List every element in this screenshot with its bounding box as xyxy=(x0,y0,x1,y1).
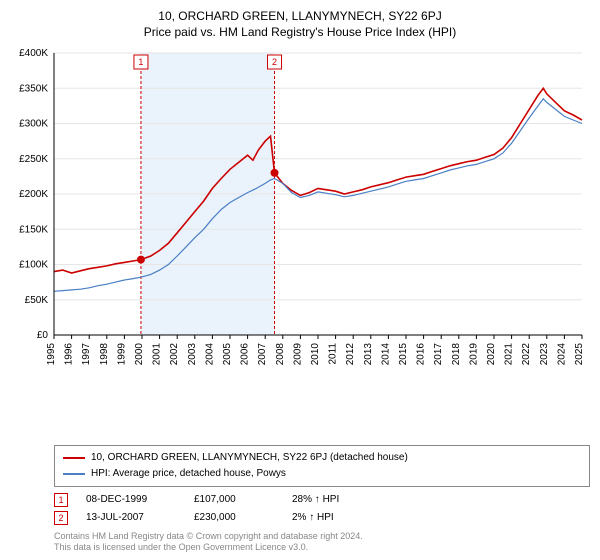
event-date: 13-JUL-2007 xyxy=(86,509,176,527)
event-row: 2 13-JUL-2007 £230,000 2% ↑ HPI xyxy=(54,509,590,527)
event-table: 1 08-DEC-1999 £107,000 28% ↑ HPI 2 13-JUL-200… xyxy=(54,491,590,527)
series-price_paid xyxy=(54,88,582,273)
legend-label: 10, ORCHARD GREEN, LLANYMYNECH, SY22 6PJ… xyxy=(91,450,408,466)
x-tick-label: 2001 xyxy=(152,342,163,365)
x-tick-label: 2025 xyxy=(574,342,585,365)
x-tick-label: 2024 xyxy=(556,342,567,365)
footer-attribution: Contains HM Land Registry data © Crown c… xyxy=(54,531,590,554)
series-hpi xyxy=(54,99,582,291)
x-tick-label: 2003 xyxy=(187,342,198,365)
x-tick-label: 1998 xyxy=(99,342,110,365)
legend-label: HPI: Average price, detached house, Powy… xyxy=(91,466,286,482)
x-tick-label: 2014 xyxy=(380,342,391,365)
x-tick-label: 2011 xyxy=(328,342,339,364)
y-tick-label: £150K xyxy=(19,224,48,235)
x-tick-label: 1996 xyxy=(64,342,75,365)
x-tick-label: 2018 xyxy=(451,342,462,365)
x-tick-label: 2021 xyxy=(504,342,515,365)
legend-box: 10, ORCHARD GREEN, LLANYMYNECH, SY22 6PJ… xyxy=(54,445,590,487)
chart-container: 10, ORCHARD GREEN, LLANYMYNECH, SY22 6PJ… xyxy=(0,0,600,560)
event-price: £230,000 xyxy=(194,509,274,527)
x-tick-label: 2000 xyxy=(134,342,145,365)
x-tick-label: 2019 xyxy=(468,342,479,365)
legend-swatch xyxy=(63,473,85,475)
y-tick-label: £100K xyxy=(19,259,48,270)
y-tick-label: £200K xyxy=(19,189,48,200)
x-tick-label: 2010 xyxy=(310,342,321,365)
x-tick-label: 2008 xyxy=(275,342,286,365)
event-badge: 2 xyxy=(54,511,68,525)
y-tick-label: £400K xyxy=(19,48,48,59)
y-tick-label: £250K xyxy=(19,154,48,165)
event-marker-badge-label: 2 xyxy=(272,57,277,67)
x-tick-label: 2002 xyxy=(169,342,180,365)
legend-row: 10, ORCHARD GREEN, LLANYMYNECH, SY22 6PJ… xyxy=(63,450,581,466)
chart-subtitle: Price paid vs. HM Land Registry's House … xyxy=(10,25,590,39)
x-tick-label: 2022 xyxy=(521,342,532,365)
footer-line: This data is licensed under the Open Gov… xyxy=(54,542,590,554)
event-badge: 1 xyxy=(54,493,68,507)
x-tick-label: 2016 xyxy=(416,342,427,365)
event-marker-badge-label: 1 xyxy=(138,57,143,67)
event-date: 08-DEC-1999 xyxy=(86,491,176,509)
x-tick-label: 1997 xyxy=(81,342,92,365)
x-tick-label: 2012 xyxy=(345,342,356,365)
event-delta: 28% ↑ HPI xyxy=(292,491,372,509)
y-tick-label: £0 xyxy=(37,330,49,341)
event-delta: 2% ↑ HPI xyxy=(292,509,372,527)
x-tick-label: 2006 xyxy=(240,342,251,365)
event-marker-dot xyxy=(271,169,279,177)
chart-plot-area: £0 £50K £100K £150K £200K £250K £300K £350K £400… xyxy=(10,45,590,439)
legend-row: HPI: Average price, detached house, Powy… xyxy=(63,466,581,482)
x-tick-label: 1999 xyxy=(116,342,127,365)
y-tick-label: £350K xyxy=(19,83,48,94)
x-tick-label: 2023 xyxy=(539,342,550,365)
legend-swatch xyxy=(63,457,85,459)
event-row: 1 08-DEC-1999 £107,000 28% ↑ HPI xyxy=(54,491,590,509)
y-tick-label: £50K xyxy=(25,295,49,306)
footer-line: Contains HM Land Registry data © Crown c… xyxy=(54,531,590,543)
x-tick-label: 2004 xyxy=(204,342,215,365)
x-tick-label: 1995 xyxy=(46,342,57,365)
event-price: £107,000 xyxy=(194,491,274,509)
x-tick-label: 2009 xyxy=(292,342,303,365)
x-tick-label: 2015 xyxy=(398,342,409,365)
x-tick-label: 2020 xyxy=(486,342,497,365)
line-chart-svg: £0 £50K £100K £150K £200K £250K £300K £350K £400… xyxy=(10,45,590,375)
x-tick-label: 2005 xyxy=(222,342,233,365)
x-tick-label: 2013 xyxy=(363,342,374,365)
x-tick-label: 2007 xyxy=(257,342,268,365)
event-marker-dot xyxy=(137,255,145,263)
x-tick-label: 2017 xyxy=(433,342,444,365)
y-tick-label: £300K xyxy=(19,118,48,129)
chart-title: 10, ORCHARD GREEN, LLANYMYNECH, SY22 6PJ xyxy=(10,8,590,25)
